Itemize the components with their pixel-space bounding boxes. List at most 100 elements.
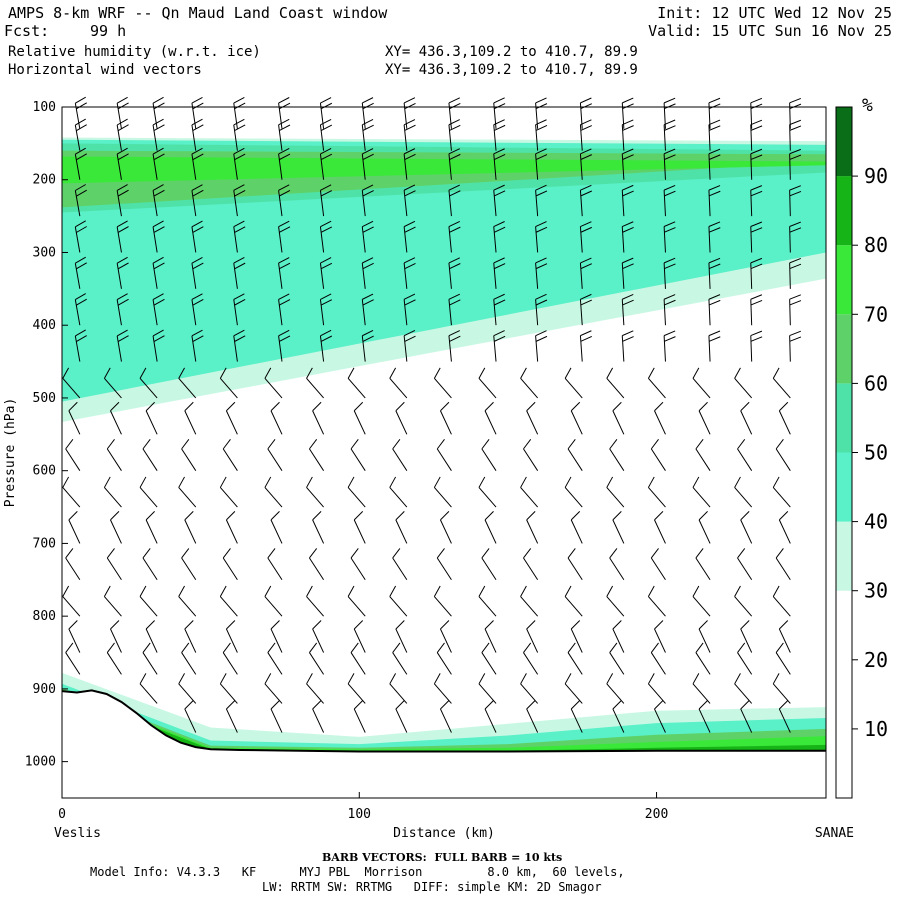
barb-flag xyxy=(654,700,664,710)
wind-barb xyxy=(74,329,87,362)
wind-barb xyxy=(535,184,548,217)
y-tick-label: 700 xyxy=(33,536,56,551)
barb-flag xyxy=(309,548,318,559)
wind-barb xyxy=(103,585,122,617)
barb-flag xyxy=(535,293,547,300)
barb-flag xyxy=(650,642,659,653)
barb-flag xyxy=(278,293,290,300)
barb-flag xyxy=(436,438,445,450)
barb-flag xyxy=(695,548,704,559)
barb-staff xyxy=(312,708,325,733)
barb-flag xyxy=(750,336,763,342)
barb-flag xyxy=(478,476,486,488)
barb-flag xyxy=(191,147,203,155)
barb-flag xyxy=(234,124,246,132)
barb-flag xyxy=(622,330,634,337)
barb-flag xyxy=(772,673,780,685)
barb-staff xyxy=(663,153,666,180)
barb-staff xyxy=(142,652,158,675)
barb-flag xyxy=(493,148,505,155)
wind-barb xyxy=(178,585,197,617)
barb-flag xyxy=(664,227,676,233)
wind-barb xyxy=(152,220,165,253)
wind-barb xyxy=(448,119,461,151)
barb-flag xyxy=(75,147,86,155)
barb-flag xyxy=(192,102,204,110)
barb-flag xyxy=(152,118,164,126)
barb-flag xyxy=(737,548,746,559)
barb-staff xyxy=(609,448,625,471)
barb-staff xyxy=(233,335,238,362)
barb-flag xyxy=(395,700,405,710)
barb-staff xyxy=(306,487,324,508)
colorbar-segment xyxy=(836,452,852,522)
wind-barb xyxy=(233,147,246,180)
barb-staff xyxy=(319,124,325,151)
wind-barb xyxy=(178,476,197,508)
barb-staff xyxy=(319,335,325,362)
wind-barb xyxy=(225,620,238,653)
wind-barb xyxy=(395,700,408,733)
barb-flag xyxy=(192,153,204,161)
barb-flag xyxy=(362,190,374,197)
barb-staff xyxy=(181,448,197,471)
barb-flag xyxy=(395,620,405,630)
barb-flag xyxy=(116,96,128,104)
wind-barb xyxy=(110,620,122,653)
wind-barb xyxy=(654,511,666,544)
barb-flag xyxy=(449,263,461,270)
barb-flag xyxy=(654,401,664,412)
wind-barb xyxy=(621,257,634,289)
barb-flag xyxy=(526,700,536,710)
barb-staff xyxy=(139,683,158,704)
wind-barb xyxy=(319,148,333,180)
barb-staff xyxy=(116,226,122,253)
barb-flag xyxy=(778,700,789,710)
barb-staff xyxy=(570,519,583,544)
barb-staff xyxy=(481,652,497,675)
wind-barb xyxy=(663,257,676,289)
wind-barb xyxy=(564,585,583,617)
barb-flag xyxy=(139,476,147,488)
barb-flag xyxy=(448,293,460,300)
barb-staff xyxy=(609,557,625,581)
barb-staff xyxy=(361,124,366,151)
barb-staff xyxy=(775,448,791,471)
barb-flag xyxy=(708,336,721,342)
barb-flag xyxy=(750,97,763,104)
wind-barb xyxy=(361,148,374,180)
barb-staff xyxy=(484,708,497,733)
barb-staff xyxy=(68,628,81,653)
wind-barb xyxy=(526,401,539,435)
barb-staff xyxy=(350,448,366,471)
wind-barb xyxy=(612,700,625,733)
barb-flag xyxy=(520,673,527,685)
barb-flag xyxy=(535,330,547,337)
barb-flag xyxy=(775,548,784,559)
barb-flag xyxy=(484,511,494,521)
barb-staff xyxy=(74,124,81,151)
barb-staff xyxy=(523,652,539,675)
barb-flag xyxy=(192,298,204,306)
barb-flag xyxy=(708,294,721,300)
barb-flag xyxy=(493,293,505,300)
barb-flag xyxy=(647,476,655,488)
wind-barb xyxy=(692,673,711,704)
barb-staff xyxy=(361,335,366,362)
wind-barb xyxy=(191,329,204,362)
barb-flag xyxy=(740,700,750,710)
barb-flag xyxy=(65,438,74,450)
barb-staff xyxy=(698,628,711,653)
barb-staff xyxy=(606,487,625,508)
barb-staff xyxy=(142,448,158,471)
wind-barb xyxy=(448,148,461,180)
barb-staff xyxy=(772,377,791,399)
wind-barb xyxy=(353,620,366,653)
barb-flag xyxy=(567,438,576,450)
barb-flag xyxy=(570,620,581,630)
x-tick-label: 100 xyxy=(348,807,371,822)
barb-flag xyxy=(233,220,245,228)
barb-staff xyxy=(403,262,408,289)
colorbar-tick-label: 40 xyxy=(864,510,888,534)
barb-flag xyxy=(535,103,548,110)
